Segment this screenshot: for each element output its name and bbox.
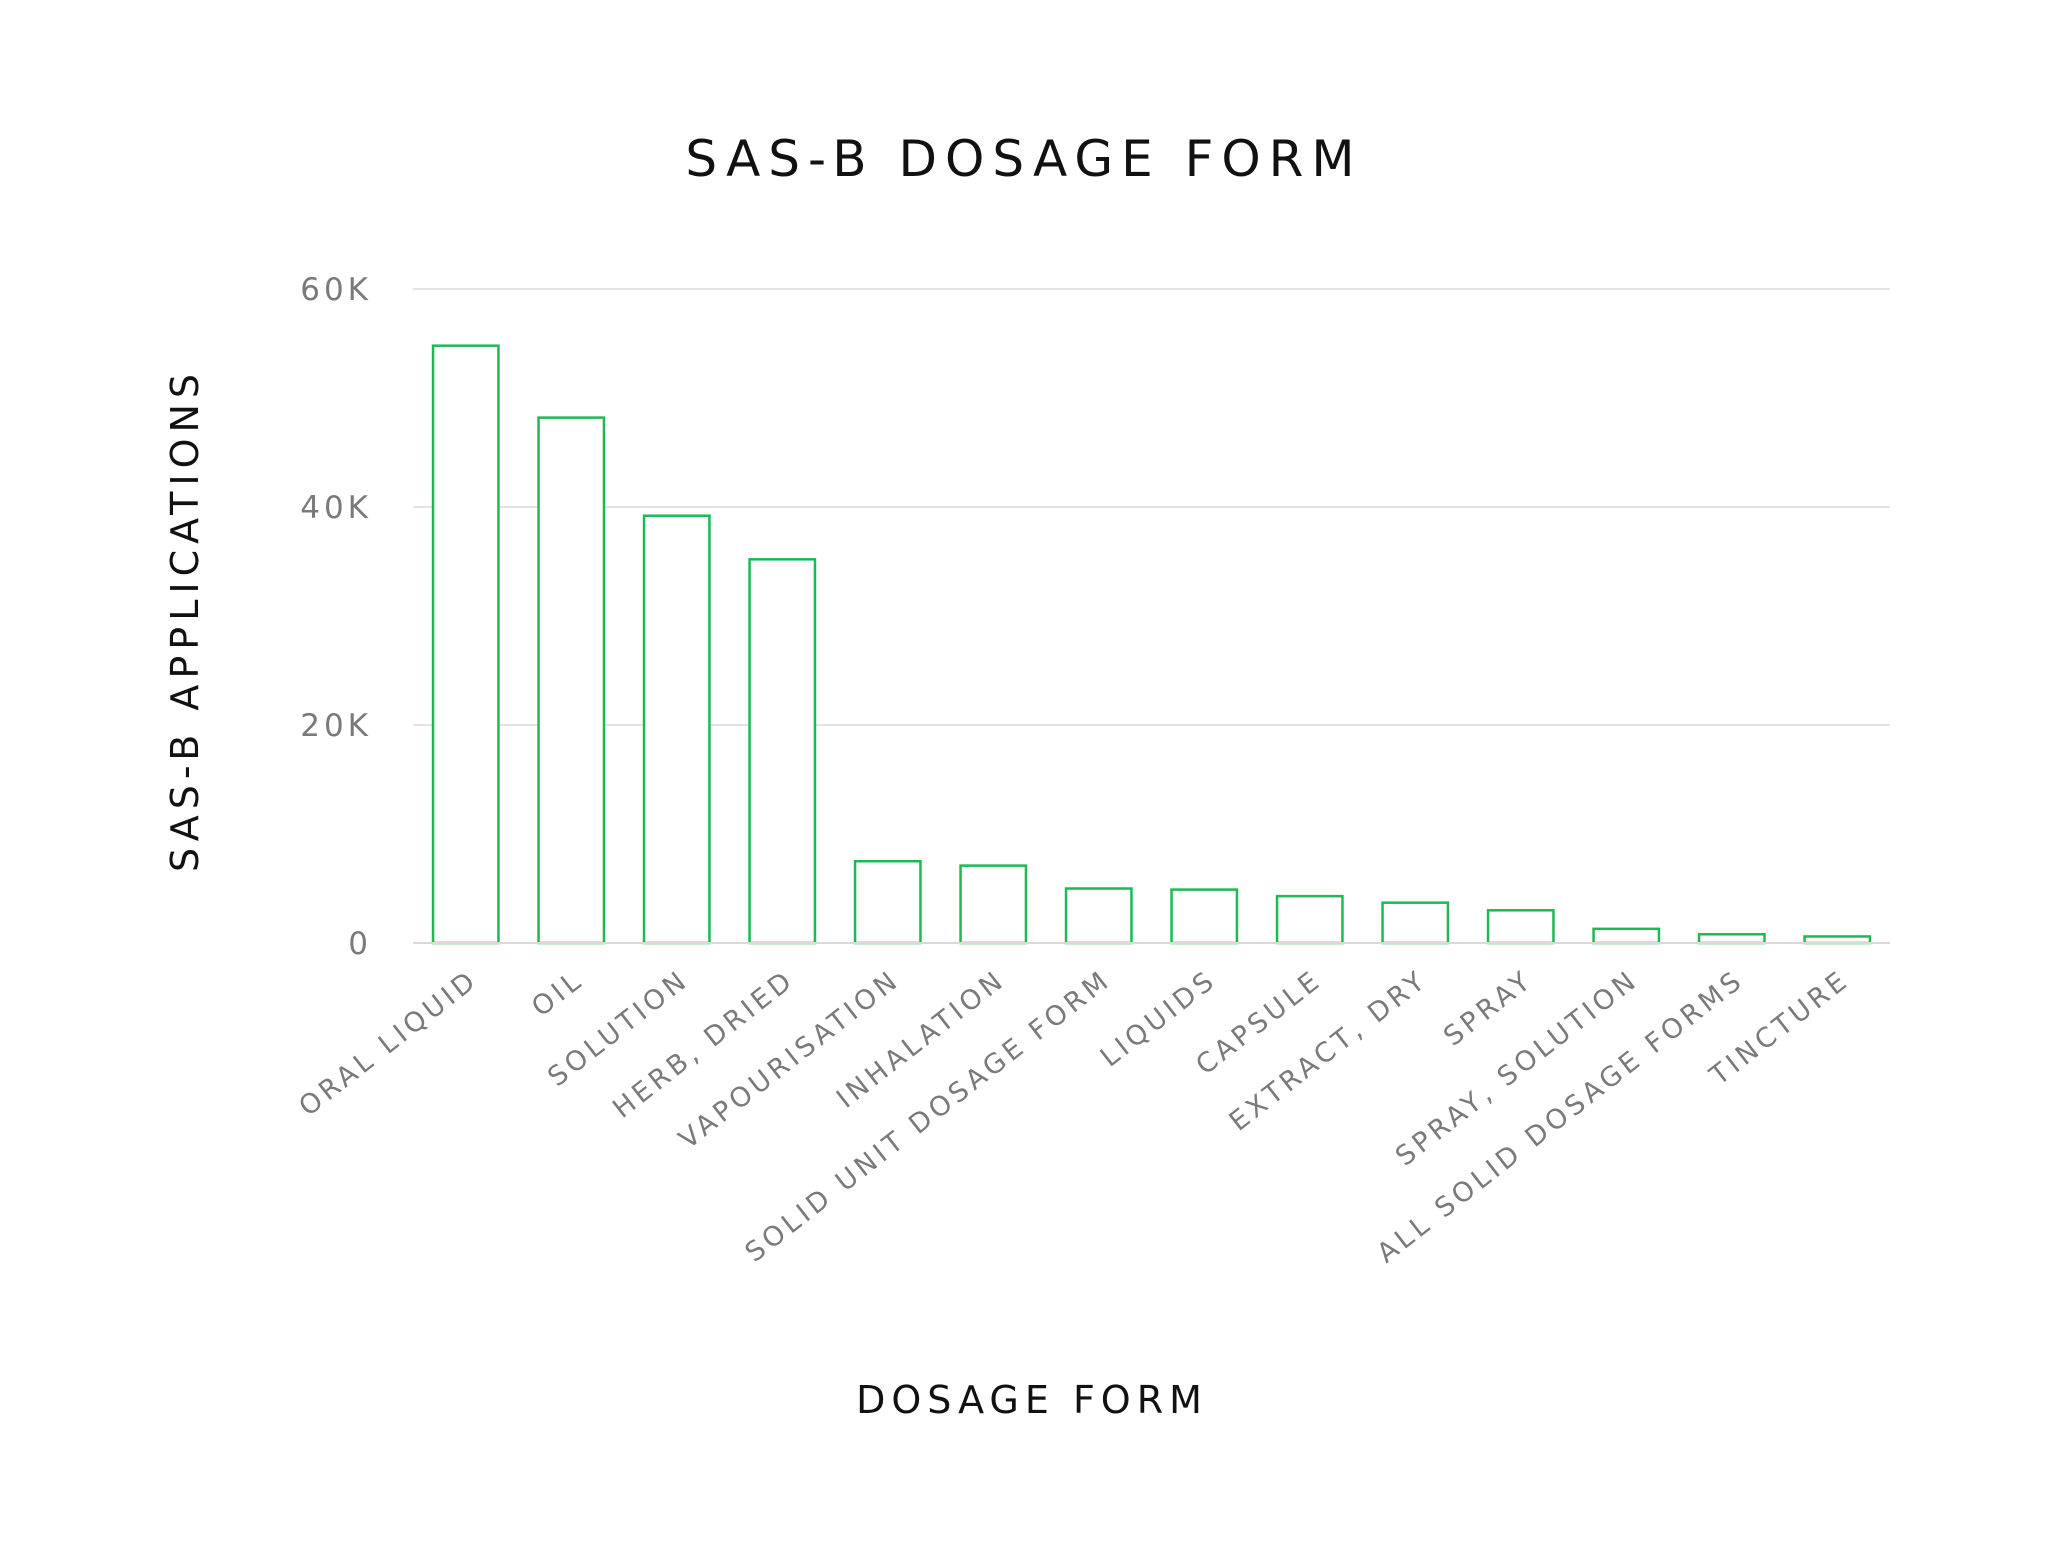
bar [1275,894,1344,945]
x-axis-title: DOSAGE FORM [856,1378,1208,1422]
bar [1697,933,1766,945]
y-tick-label: 40K [300,490,372,526]
bar [959,864,1028,945]
x-tick-label: ALL SOLID DOSAGE FORMS [1372,964,1751,1269]
bar [431,344,500,945]
y-tick-label: 60K [300,272,372,308]
bars [431,344,1872,945]
bar [853,860,922,945]
y-axis-title: SAS-B APPLICATIONS [163,368,207,872]
bar [1064,887,1133,945]
y-tick-label: 0 [348,926,372,962]
bar [748,558,817,945]
x-tick-label: SOLID UNIT DOSAGE FORM [740,964,1118,1268]
bar [537,416,606,945]
chart-title: SAS-B DOSAGE FORM [685,130,1362,188]
y-axis-ticks: 0 20K 40K 60K [300,272,372,962]
x-tick-label: ORAL LIQUID [293,964,484,1123]
y-tick-label: 20K [300,708,372,744]
bar [1486,909,1555,945]
x-tick-label: EXTRACT, DRY [1224,964,1434,1137]
bar [1592,927,1661,945]
bar [1381,901,1450,945]
x-tick-label: OIL [526,964,589,1023]
bar [1170,888,1239,945]
x-tick-label: SPRAY [1438,964,1539,1052]
bar [642,514,711,945]
grid-lines [413,288,1890,726]
x-tick-label: HERB, DRIED [607,964,800,1125]
